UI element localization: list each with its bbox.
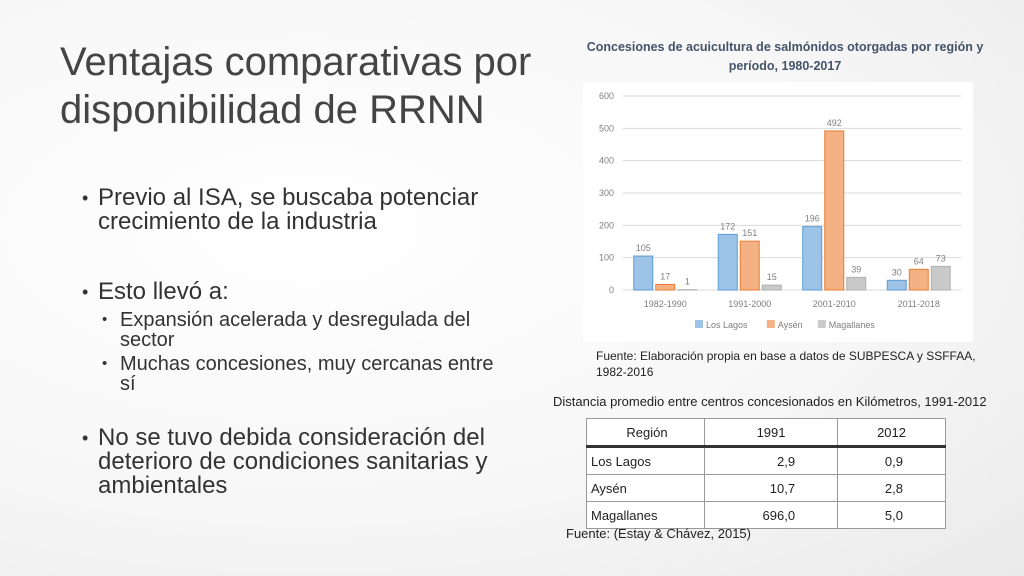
chart-title: Concesiones de acuicultura de salmónidos… xyxy=(586,40,984,73)
y-tick-label: 500 xyxy=(599,123,614,133)
x-tick-label: 1991-2000 xyxy=(728,299,771,309)
distance-table: Región 1991 2012 Los Lagos 2,9 0,9 Aysén… xyxy=(586,418,946,529)
cell-2012: 5,0 xyxy=(837,501,946,529)
table-header-row: Región 1991 2012 xyxy=(586,418,946,448)
data-label: 64 xyxy=(914,256,924,266)
bar xyxy=(930,265,951,291)
bullet-2: Esto llevó a: xyxy=(82,280,502,305)
sub-bullet-2-1: Expansión acelerada y desregulada del se… xyxy=(102,310,502,350)
y-tick-label: 100 xyxy=(599,253,614,263)
chart-area: 0 100 200 300 400 500 600 105 17 1 1982-1990 172 151… xyxy=(583,82,973,342)
data-label: 17 xyxy=(660,272,670,282)
table-source: Fuente: (Estay & Chávez, 2015) xyxy=(566,526,751,541)
table-row: Los Lagos 2,9 0,9 xyxy=(586,446,946,475)
y-tick-label: 200 xyxy=(599,220,614,230)
cell-region: Magallanes xyxy=(586,501,705,529)
cell-2012: 2,8 xyxy=(837,474,946,502)
legend-entry: Aysén xyxy=(778,320,803,330)
table-caption: Distancia promedio entre centros concesi… xyxy=(553,394,987,409)
data-label: 492 xyxy=(827,118,842,128)
cell-1991: 10,7 xyxy=(703,474,839,502)
cell-1991: 696,0 xyxy=(703,501,839,529)
data-label: 15 xyxy=(767,272,777,282)
chart-source: Fuente: Elaboración propia en base a dat… xyxy=(596,349,976,379)
bullet-3: No se tuvo debida consideración del dete… xyxy=(82,426,502,498)
y-tick-label: 0 xyxy=(609,285,614,295)
bar-chart: 01002003004005006001051711982-1990172151… xyxy=(599,91,961,330)
cell-region: Los Lagos xyxy=(586,446,705,475)
data-label: 151 xyxy=(742,228,757,238)
bar xyxy=(739,240,760,291)
legend-swatch xyxy=(766,320,775,328)
legend-swatch xyxy=(817,320,826,328)
bar xyxy=(846,276,867,291)
header-1991: 1991 xyxy=(703,418,839,448)
y-tick-label: 400 xyxy=(599,156,614,166)
data-label: 196 xyxy=(805,214,820,224)
bar xyxy=(761,284,782,291)
legend-swatch xyxy=(695,320,703,328)
legend-entry: Los Lagos xyxy=(706,320,748,330)
bar xyxy=(655,284,676,291)
x-tick-label: 1982-1990 xyxy=(644,299,687,309)
header-2012: 2012 xyxy=(837,418,946,448)
bar xyxy=(824,130,845,291)
data-label: 1 xyxy=(685,277,690,287)
data-label: 30 xyxy=(892,267,902,277)
data-label: 73 xyxy=(936,253,946,263)
bar xyxy=(802,226,823,291)
sub-bullet-2-2: Muchas concesiones, muy cercanas entre s… xyxy=(102,354,502,394)
table-row: Magallanes 696,0 5,0 xyxy=(586,501,946,529)
table-row: Aysén 10,7 2,8 xyxy=(586,474,946,502)
y-tick-label: 300 xyxy=(599,188,614,198)
bullet-list: Previo al ISA, se buscaba potenciar crec… xyxy=(82,186,502,498)
cell-1991: 2,9 xyxy=(703,446,839,475)
data-label: 172 xyxy=(720,221,735,231)
bar xyxy=(908,268,929,291)
slide-title: Ventajas comparativas por disponibilidad… xyxy=(60,40,532,132)
y-tick-label: 600 xyxy=(599,91,614,101)
data-label: 39 xyxy=(851,264,861,274)
cell-region: Aysén xyxy=(586,474,705,502)
bar xyxy=(886,279,907,291)
legend-entry: Magallanes xyxy=(829,320,876,330)
cell-2012: 0,9 xyxy=(837,446,946,475)
x-tick-label: 2011-2018 xyxy=(898,299,940,309)
bar xyxy=(717,233,738,291)
bar xyxy=(633,255,654,291)
data-label: 105 xyxy=(636,243,651,253)
x-tick-label: 2001-2010 xyxy=(813,299,856,309)
header-region: Región xyxy=(586,418,705,448)
bullet-1: Previo al ISA, se buscaba potenciar crec… xyxy=(82,186,502,234)
